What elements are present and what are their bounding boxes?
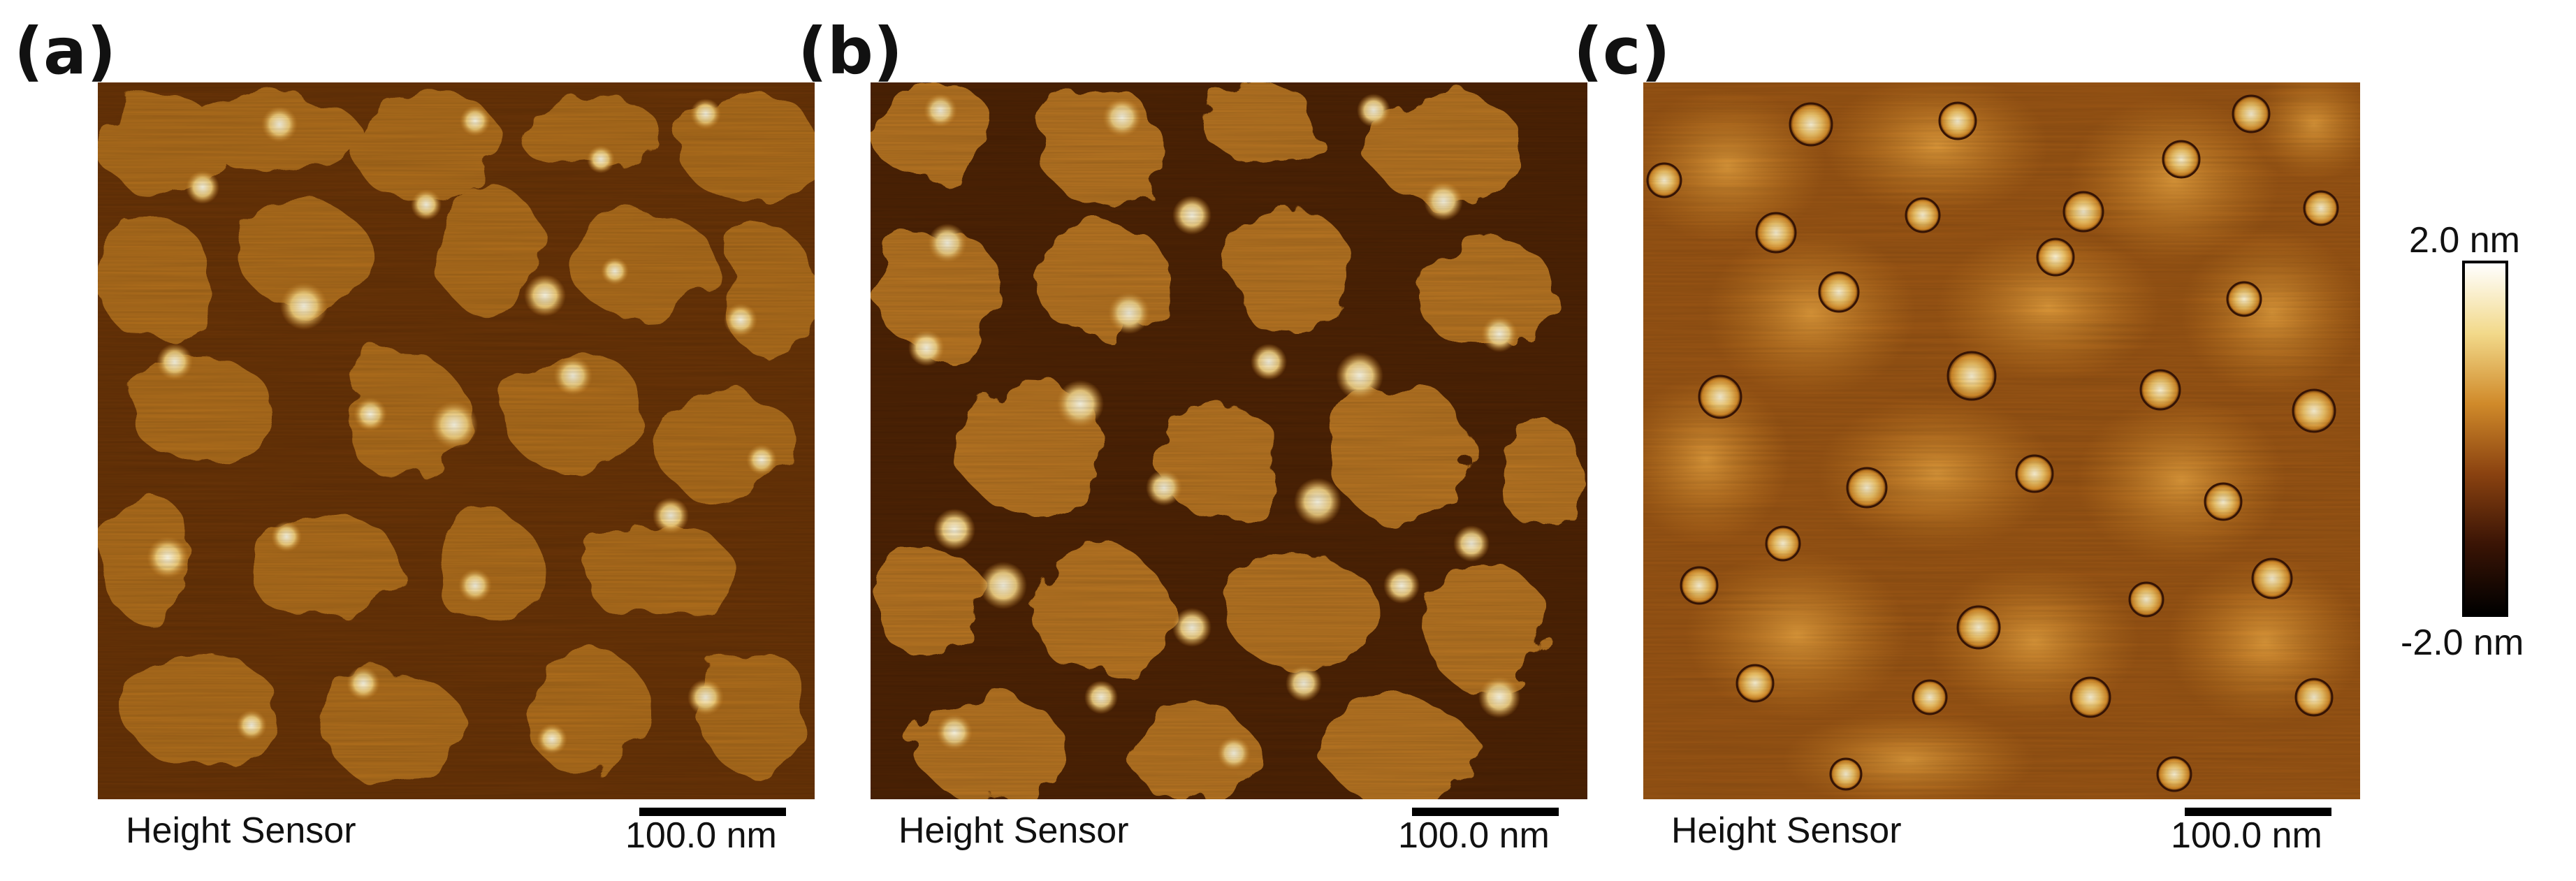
panel-c-caption: Height Sensor [1671, 810, 1902, 851]
panel-b-scale-label: 100.0 nm [1398, 815, 1550, 856]
panel-c-scale-label: 100.0 nm [2171, 815, 2322, 856]
colorbar-min-label: -2.0 nm [2401, 622, 2524, 663]
afm-height-map-c [1643, 82, 2360, 799]
panel-c-scale-bar [2185, 808, 2331, 816]
panel-a-caption: Height Sensor [126, 810, 356, 851]
panel-a-scale-bar [639, 808, 786, 816]
height-colorbar [2462, 261, 2508, 617]
afm-image-c [1643, 82, 2360, 799]
panel-b-caption: Height Sensor [898, 810, 1129, 851]
panel-b-scale-bar [1412, 808, 1559, 816]
afm-height-map-b [871, 82, 1587, 799]
afm-image-a [98, 82, 815, 799]
panel-c-label: (c) [1573, 14, 1671, 89]
afm-height-map-a [98, 82, 815, 799]
panel-a-label: (a) [14, 14, 117, 89]
panel-a-scale-label: 100.0 nm [625, 815, 777, 856]
afm-image-b [871, 82, 1587, 799]
colorbar-max-label: 2.0 nm [2409, 220, 2520, 261]
panel-b-label: (b) [798, 14, 903, 89]
